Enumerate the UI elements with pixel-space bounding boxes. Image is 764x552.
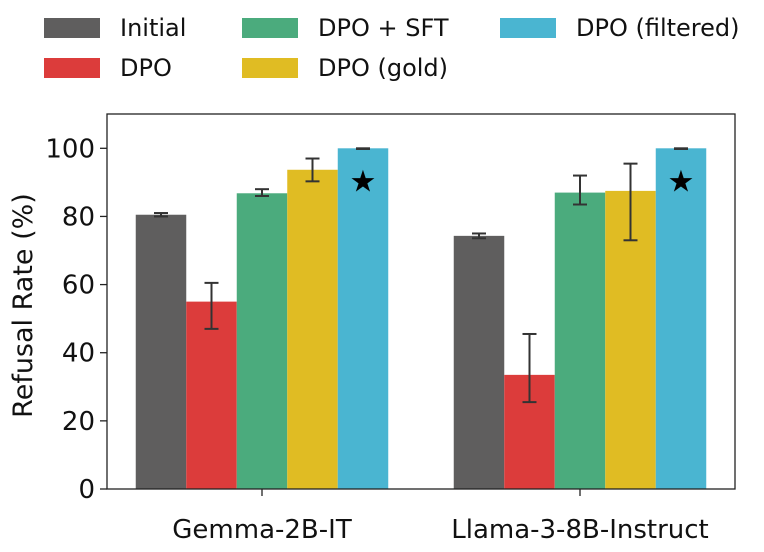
legend-item: DPO + SFT: [242, 14, 449, 42]
error-bar: [674, 147, 688, 150]
bar-initial-1: [453, 235, 505, 489]
bars-group: [135, 148, 707, 490]
bar-dpo-0: [186, 301, 237, 489]
star-marker: ★: [668, 165, 695, 200]
bar-dpo-sft-1: [554, 192, 606, 489]
error-bar: [255, 188, 269, 197]
legend-item: Initial: [44, 14, 186, 42]
bar-dpo-filtered-0: [337, 148, 389, 490]
legend-label: DPO (filtered): [576, 14, 740, 42]
legend-label: DPO + SFT: [318, 14, 449, 42]
y-tick-label: 80: [62, 202, 95, 232]
plot-frame: [106, 113, 736, 490]
star-marker: ★: [350, 165, 377, 200]
bar-dpo-sft-0: [236, 193, 288, 489]
legend-item: DPO (filtered): [500, 14, 740, 42]
legend-item: DPO: [44, 54, 172, 82]
x-category-label: Gemma-2B-IT: [172, 515, 352, 545]
legend-swatch: [242, 18, 298, 38]
legend-swatch: [500, 18, 556, 38]
y-axis-title: Refusal Rate (%): [8, 193, 39, 418]
y-tick-label: 100: [45, 134, 95, 164]
legend-swatch: [242, 58, 298, 78]
error-bars-group: [154, 147, 688, 404]
y-axis: 0 20 40 60 80 100: [45, 134, 107, 505]
error-bar: [356, 147, 370, 150]
error-bar: [204, 281, 219, 330]
error-bar: [522, 332, 537, 404]
error-bar: [154, 212, 168, 218]
y-tick-label: 40: [62, 339, 95, 369]
x-axis: Gemma-2B-IT Llama-3-8B-Instruct: [172, 489, 709, 545]
bar-dpo-filtered-1: [655, 148, 707, 490]
legend-swatch: [44, 58, 100, 78]
error-bar: [472, 232, 486, 240]
bar-dpo-gold-0: [287, 169, 338, 489]
legend: Initial DPO DPO + SFT DPO (gold) DPO (filter…: [44, 14, 740, 82]
error-bar: [573, 174, 587, 206]
legend-swatch: [44, 18, 100, 38]
error-bar: [623, 162, 638, 242]
star-markers-group: ★ ★: [350, 165, 695, 200]
legend-item: DPO (gold): [242, 54, 448, 82]
error-bar: [305, 157, 320, 183]
y-tick-label: 20: [62, 407, 95, 437]
legend-label: Initial: [120, 14, 186, 42]
y-tick-label: 60: [62, 271, 95, 301]
x-category-label: Llama-3-8B-Instruct: [451, 515, 709, 545]
bar-initial-0: [135, 214, 187, 489]
legend-label: DPO: [120, 54, 172, 82]
y-tick-label: 0: [78, 475, 95, 505]
legend-label: DPO (gold): [318, 54, 448, 82]
